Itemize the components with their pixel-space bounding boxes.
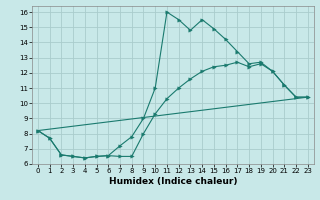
X-axis label: Humidex (Indice chaleur): Humidex (Indice chaleur): [108, 177, 237, 186]
